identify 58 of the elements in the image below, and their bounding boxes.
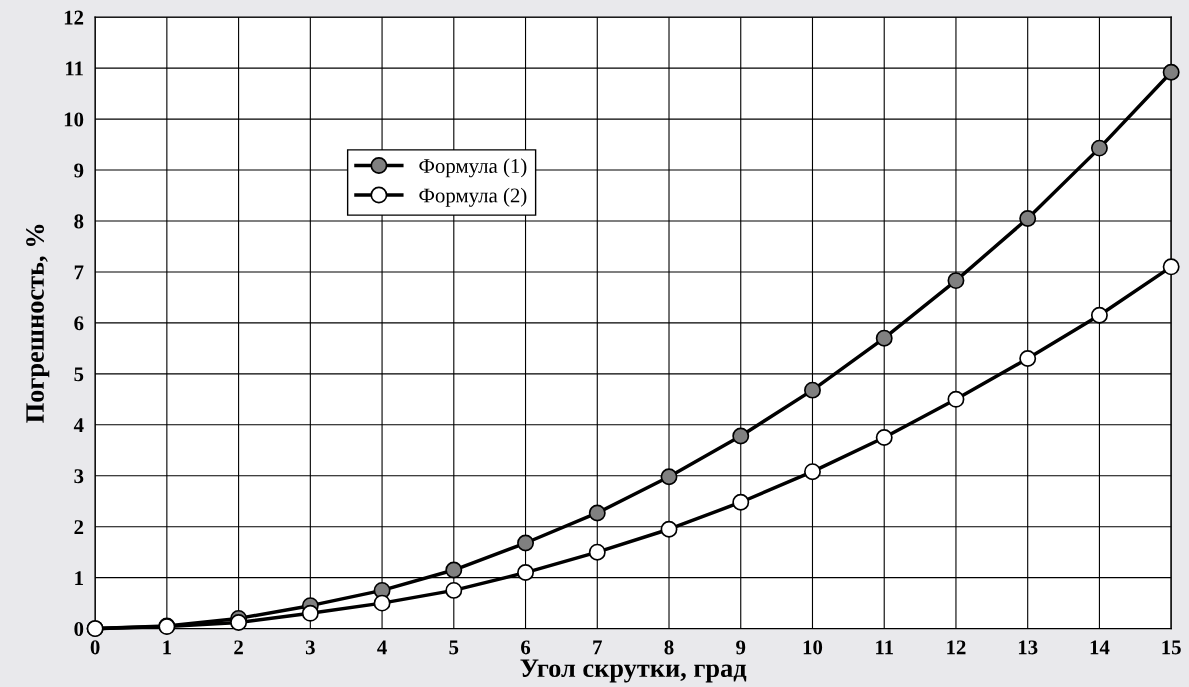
point xyxy=(660,520,678,538)
point xyxy=(947,272,965,290)
point xyxy=(445,561,463,579)
x-tick-label: 7 xyxy=(593,640,602,655)
x-tick-label: 12 xyxy=(947,640,966,655)
x-tick-label: 10 xyxy=(803,640,823,655)
point xyxy=(1162,258,1180,276)
x-tick-label: 6 xyxy=(521,640,531,655)
x-tick-label: 14 xyxy=(1090,640,1110,655)
point xyxy=(517,564,535,582)
x-tick-label: 8 xyxy=(664,640,674,655)
y-tick-label: 4 xyxy=(73,418,84,433)
x-tick-label: 3 xyxy=(305,640,315,655)
x-tick-label: 15 xyxy=(1162,640,1181,655)
y-axis-title: Погрешность, % xyxy=(26,224,50,423)
point xyxy=(373,594,391,612)
point xyxy=(660,468,678,486)
point xyxy=(1162,63,1180,81)
y-tick-label: 8 xyxy=(74,214,84,229)
y-tick-label: 10 xyxy=(64,112,84,127)
point xyxy=(875,429,893,447)
legend-label: Формула (2) xyxy=(419,187,527,207)
legend-label: Формула (1) xyxy=(419,158,527,178)
point xyxy=(1019,209,1037,227)
y-tick-label: 5 xyxy=(74,367,84,382)
x-axis-title: Угол скрутки, град xyxy=(520,659,747,683)
point xyxy=(1090,306,1108,324)
point xyxy=(875,329,893,347)
y-tick-label: 6 xyxy=(74,316,84,331)
point xyxy=(301,604,319,622)
y-tick-label: 3 xyxy=(74,469,84,484)
y-tick-label: 11 xyxy=(65,61,83,76)
point xyxy=(588,543,606,561)
y-tick-label: 2 xyxy=(74,520,84,534)
point xyxy=(732,427,750,445)
point xyxy=(1019,350,1037,368)
point xyxy=(445,581,463,599)
point xyxy=(230,614,248,631)
point xyxy=(588,504,606,522)
x-tick-label: 13 xyxy=(1018,640,1038,655)
x-tick-label: 4 xyxy=(377,640,387,655)
y-tick-label: 12 xyxy=(64,10,84,25)
x-tick-label: 11 xyxy=(876,640,893,655)
y-tick-label: 0 xyxy=(74,621,84,637)
x-tick-label: 0 xyxy=(90,640,100,655)
x-tick-label: 1 xyxy=(163,640,171,655)
x-tick-label: 2 xyxy=(234,640,243,655)
point xyxy=(732,493,750,511)
y-tick-label: 1 xyxy=(75,571,83,585)
y-tick-label: 9 xyxy=(74,163,84,178)
x-tick-label: 5 xyxy=(449,640,459,655)
point xyxy=(804,463,821,481)
y-tick-label: 7 xyxy=(74,265,84,280)
point xyxy=(947,390,965,408)
point xyxy=(517,534,535,552)
x-tick-label: 9 xyxy=(736,640,746,655)
point xyxy=(804,381,821,399)
point xyxy=(1090,139,1108,157)
